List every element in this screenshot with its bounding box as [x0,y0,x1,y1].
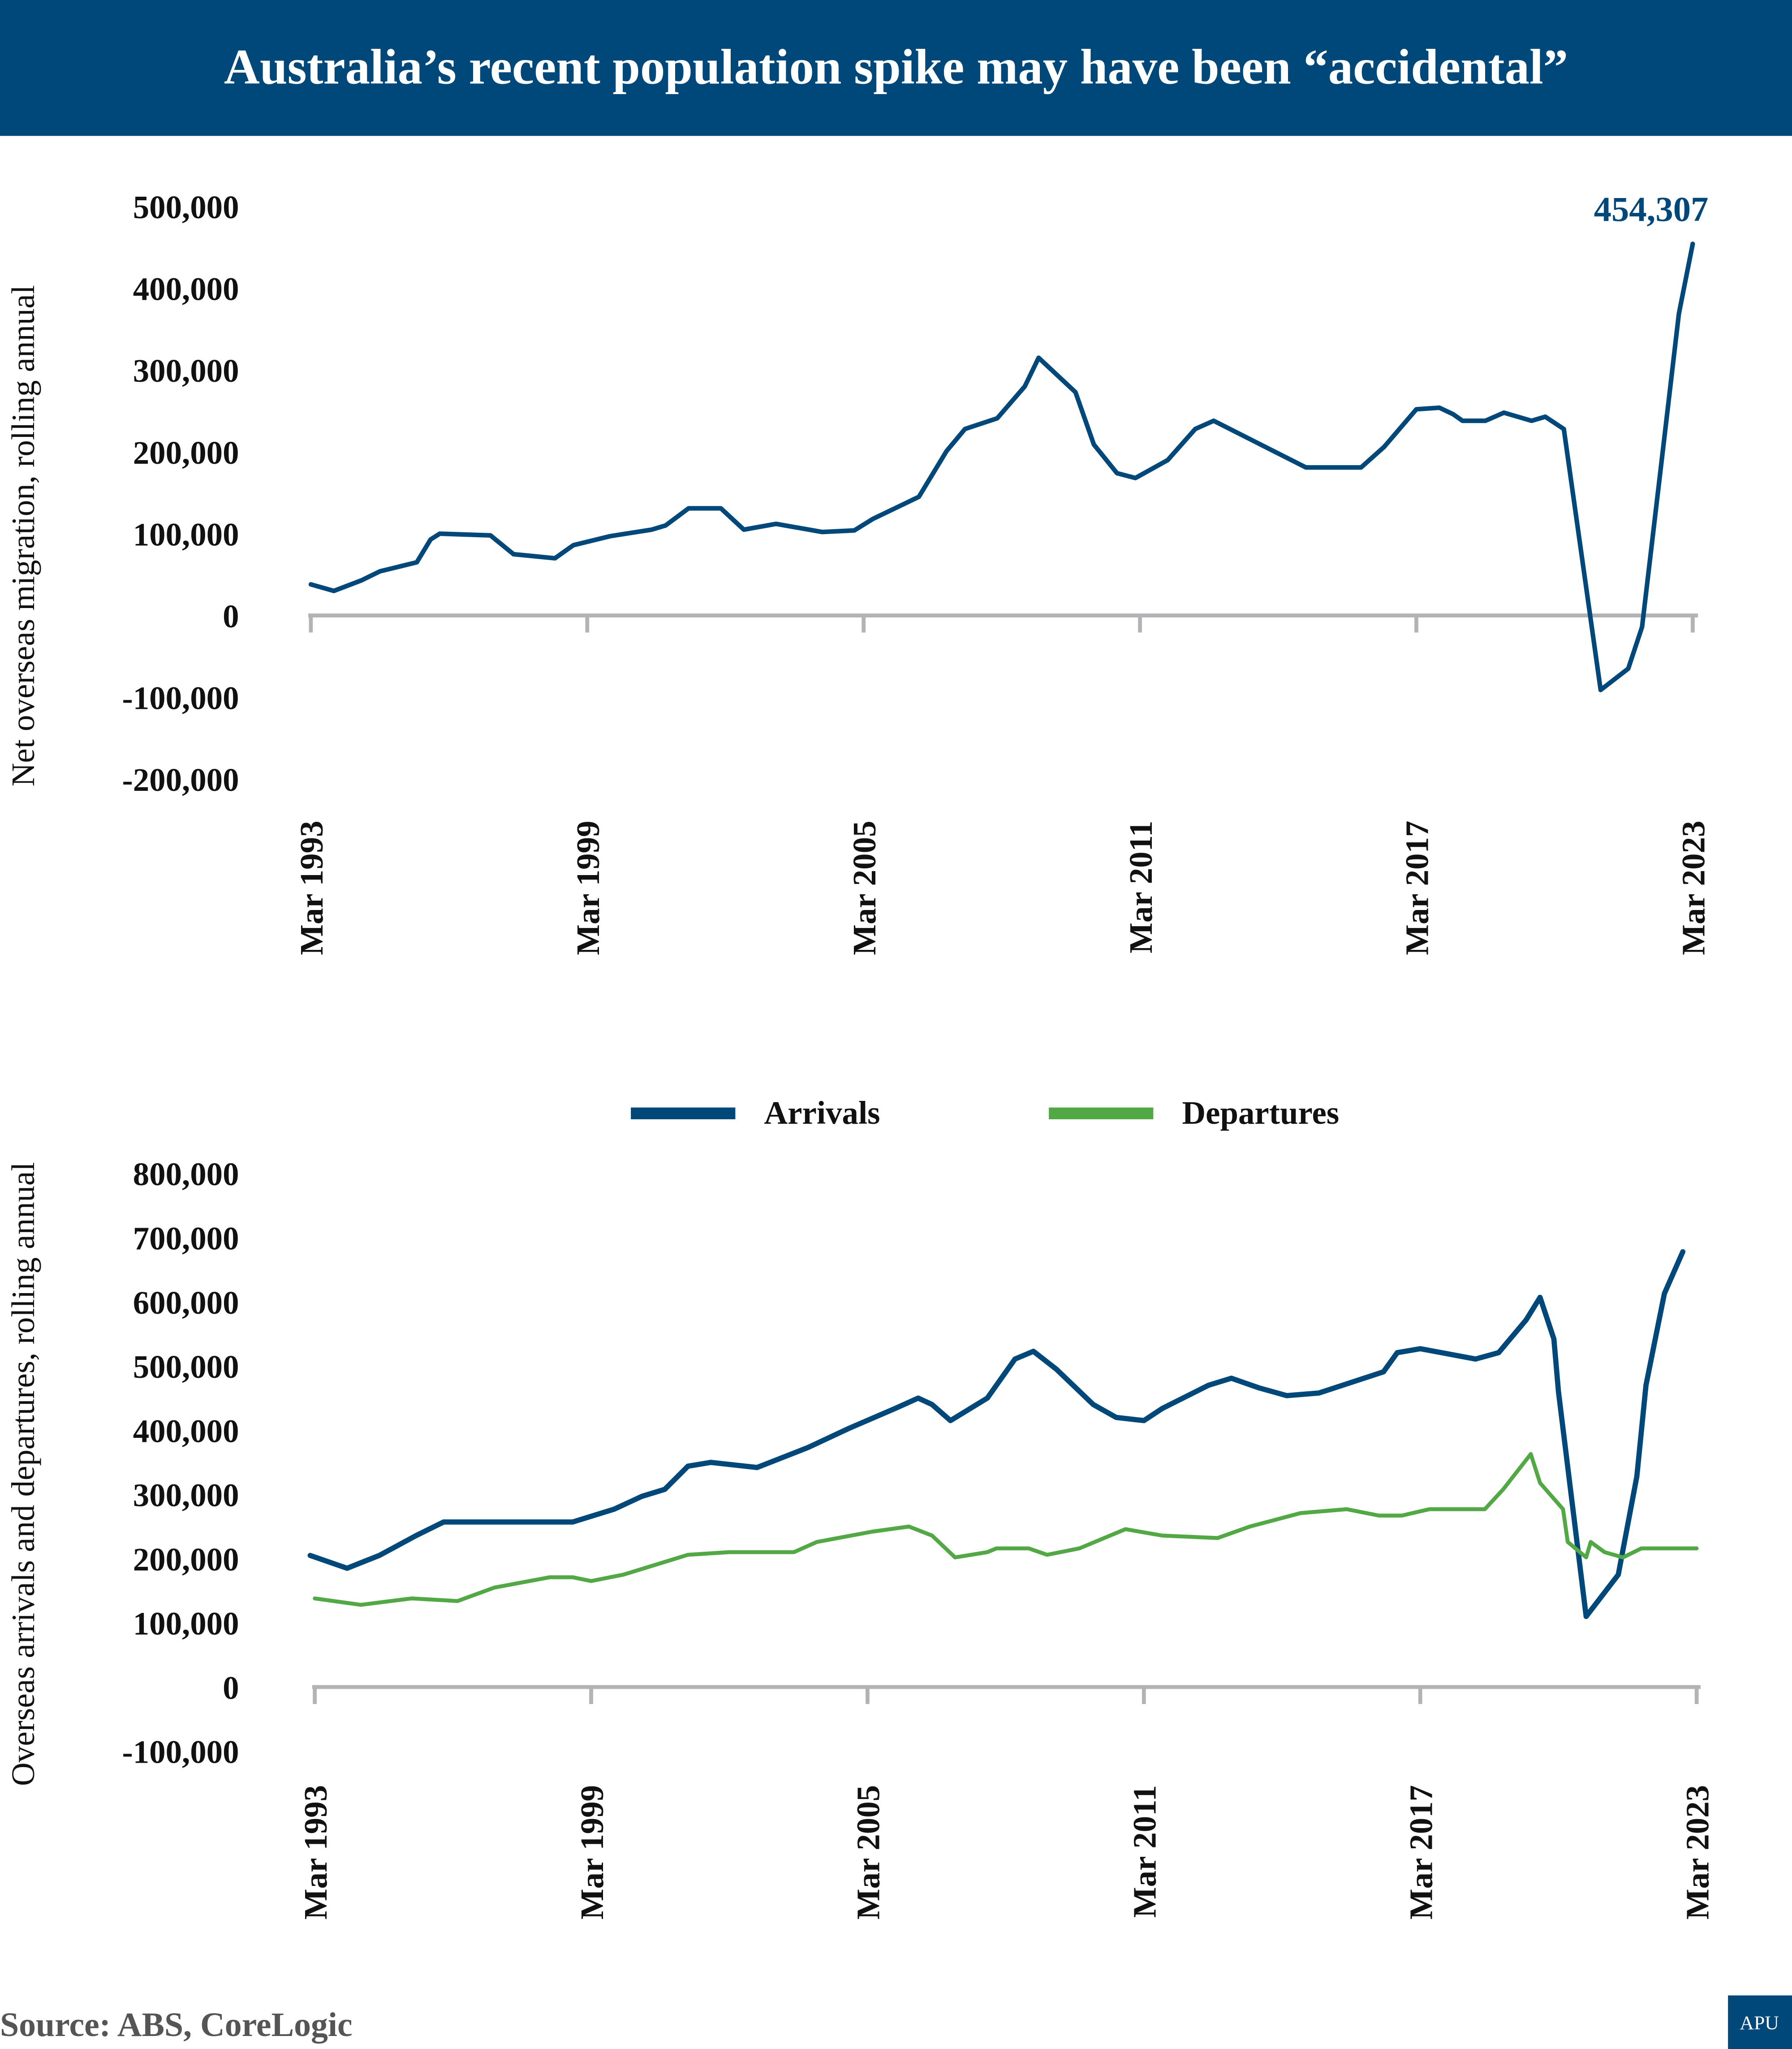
series-line-net-overseas-migration [308,242,1695,692]
arrivals-departures-chart: 800,000 700,000 600,000 500,000 400,000 300,0… [5,1156,1716,1920]
y-tick-label: -100,000 [122,680,239,716]
y-tick-label: 0 [223,598,239,634]
x-tick-label: Mar 2005 [850,1785,887,1920]
legend-arrivals-label: Arrivals [764,1095,880,1131]
y-tick-label: 500,000 [133,189,239,225]
y-tick-label: 400,000 [133,1413,239,1449]
y-tick-label: 400,000 [133,271,239,307]
x-tick-label: Mar 2017 [1403,1785,1439,1920]
y-tick-label: -100,000 [122,1734,239,1770]
y-tick-label: 500,000 [133,1349,239,1385]
y-tick-label: 0 [223,1669,239,1706]
source-note: Source: ABS, CoreLogic [0,2006,353,2044]
y-tick-label: 800,000 [133,1156,239,1192]
legend: Arrivals Departures [631,1095,1339,1131]
x-tick-label: Mar 1999 [570,821,606,955]
x-tick-label: Mar 2011 [1123,821,1159,953]
apu-logo [1728,1995,1792,2049]
y-tick-label: 300,000 [133,353,239,389]
y-tick-label: 700,000 [133,1220,239,1256]
y-tick-label: 300,000 [133,1477,239,1514]
y-tick-label: 600,000 [133,1285,239,1321]
x-tick-label: Mar 1993 [293,821,330,955]
series-line-arrivals [307,1249,1686,1619]
y-axis-label: Overseas arrivals and departures, rollin… [5,1162,41,1786]
net-migration-chart: 500,000 400,000 300,000 200,000 100,000 0 -100… [5,189,1712,955]
x-tick-label: Mar 2017 [1399,821,1435,955]
y-tick-label: 200,000 [133,435,239,471]
header-bar [0,0,1792,136]
y-tick-label: 200,000 [133,1541,239,1578]
x-tick-label: Mar 2005 [846,821,883,955]
x-tick-label: Mar 1993 [297,1785,334,1920]
x-tick-label: Mar 2011 [1127,1785,1163,1918]
y-axis-label: Net overseas migration, rolling annual [5,285,41,786]
x-tick-label: Mar 1999 [574,1785,610,1920]
y-tick-label: 100,000 [133,1605,239,1642]
x-tick-label: Mar 2023 [1676,821,1712,955]
apu-logo-text: APU [1740,2012,1779,2034]
y-tick-label: 100,000 [133,516,239,552]
x-tick-label: Mar 2023 [1679,1785,1715,1920]
page-title: Australia’s recent population spike may … [224,39,1568,95]
series-line-departures [313,1452,1699,1607]
y-tick-label: -200,000 [122,762,239,798]
peak-value-annotation: 454,307 [1594,190,1709,229]
legend-departures-label: Departures [1182,1095,1339,1131]
